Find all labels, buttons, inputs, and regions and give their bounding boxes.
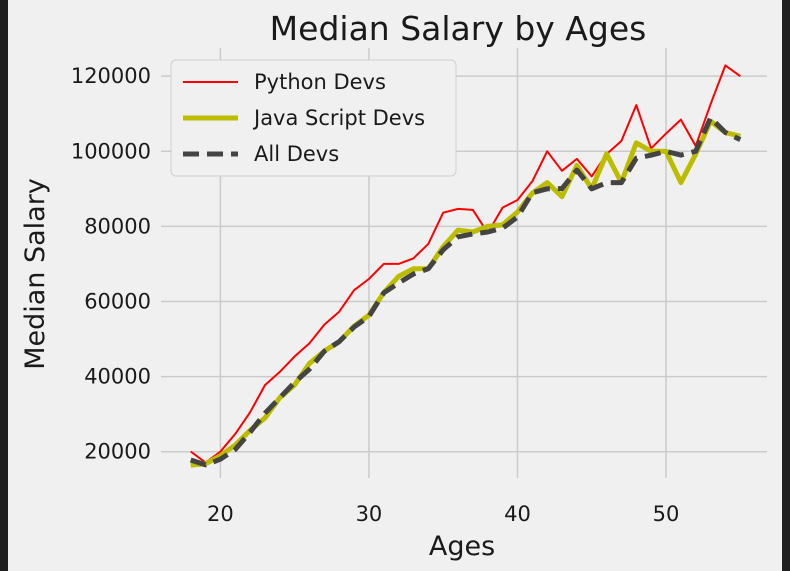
series-line-all-devs: [189, 115, 742, 468]
tick-labels: 20 30 40 50 20000 40000 60000 80000 100000 120000: [71, 64, 680, 526]
y-tick-label: 120000: [71, 64, 151, 88]
legend-label: All Devs: [254, 142, 339, 166]
legend: Python Devs Java Script Devs All Devs: [170, 59, 457, 177]
x-tick-label: 20: [207, 502, 234, 526]
x-tick-label: 40: [504, 502, 531, 526]
legend-label: Java Script Devs: [252, 106, 425, 130]
y-tick-label: 20000: [84, 440, 151, 464]
series-line-python-devs: [190, 64, 741, 464]
y-tick-label: 100000: [71, 139, 151, 163]
y-tick-label: 60000: [84, 289, 151, 313]
series-lines: [189, 64, 742, 468]
line-chart: 20 30 40 50 20000 40000 60000 80000 100000 120000…: [20, 9, 767, 562]
x-tick-label: 50: [653, 502, 680, 526]
y-tick-label: 80000: [84, 214, 151, 238]
chart-title: Median Salary by Ages: [270, 9, 647, 48]
chart-figure: 20 30 40 50 20000 40000 60000 80000 100000 120000…: [8, 0, 782, 571]
y-tick-label: 40000: [84, 365, 151, 389]
x-axis-label: Ages: [429, 531, 495, 562]
legend-box: [170, 59, 457, 177]
x-tick-label: 30: [356, 502, 383, 526]
y-axis-label: Median Salary: [20, 178, 51, 370]
legend-label: Python Devs: [254, 70, 386, 94]
